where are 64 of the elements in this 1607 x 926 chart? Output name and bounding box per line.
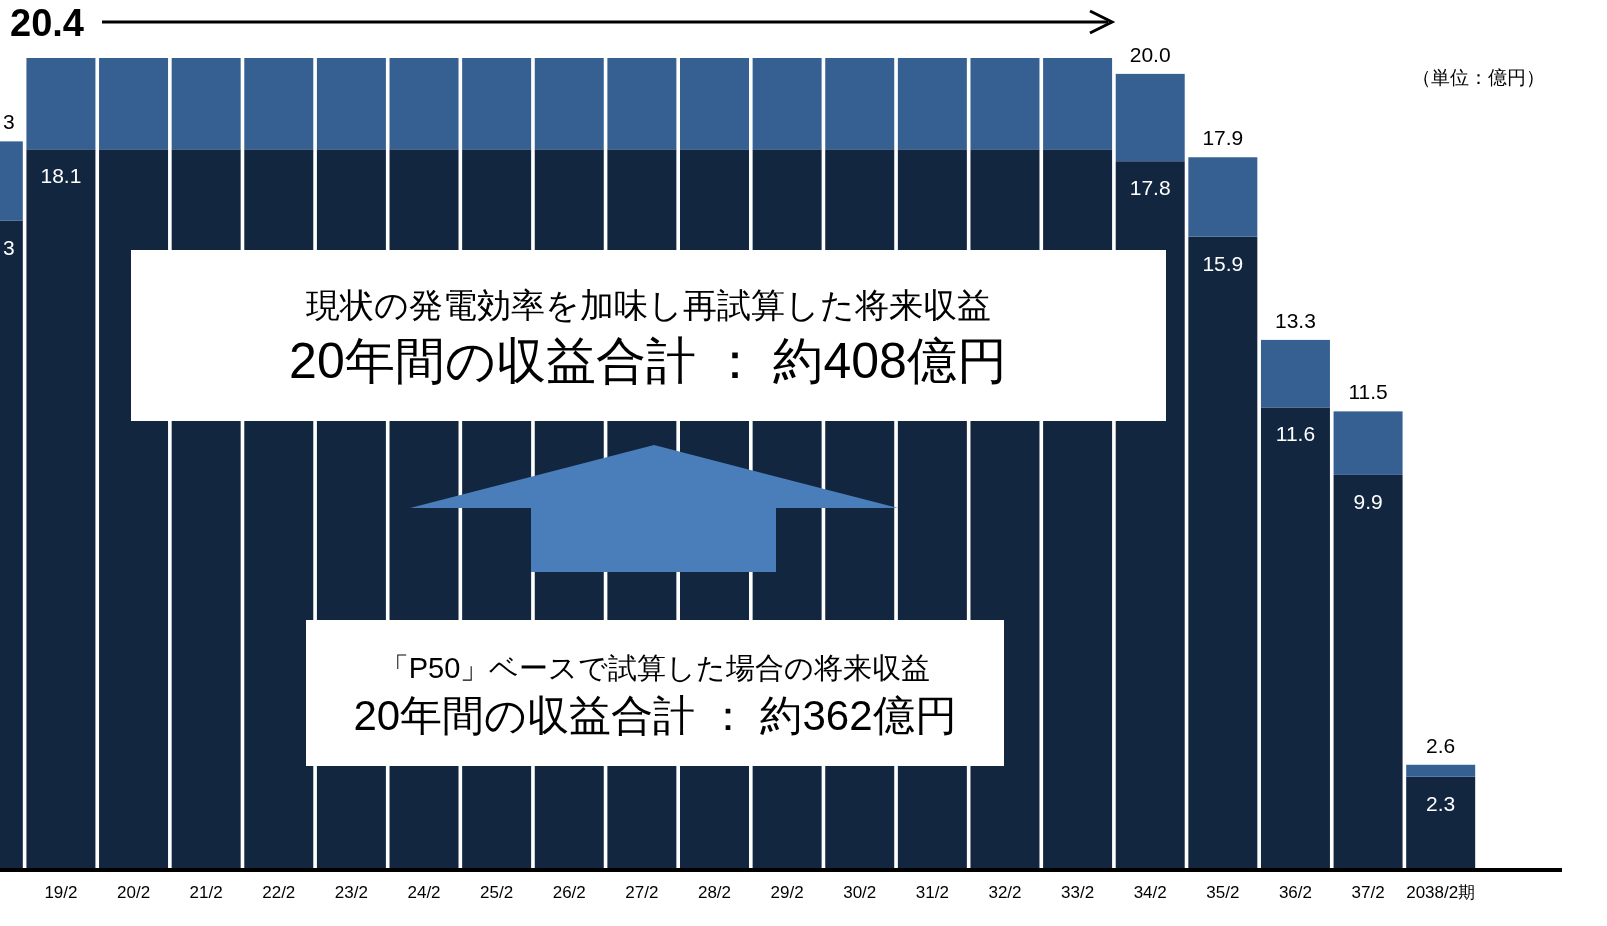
x-tick-label: 25/2 <box>480 883 514 902</box>
x-tick-label: 37/2 <box>1351 883 1385 902</box>
x-tick-label: 32/2 <box>988 883 1022 902</box>
bar <box>1333 474 1403 868</box>
data-label: 15.9 <box>1202 251 1244 275</box>
bar <box>534 58 604 150</box>
annotation: 3 <box>3 235 15 259</box>
bar <box>1260 339 1330 408</box>
x-tick-label: 21/2 <box>189 883 223 902</box>
bar <box>825 58 895 150</box>
annotation: 20年間の収益合計 ： 約408億円 <box>289 333 1007 389</box>
annotation: 20.4 <box>10 2 84 44</box>
x-tick-label: 27/2 <box>625 883 659 902</box>
x-tick-label: 22/2 <box>262 883 296 902</box>
data-label: 17.8 <box>1129 176 1171 200</box>
bar <box>26 58 96 150</box>
x-tick-label: 30/2 <box>843 883 877 902</box>
bar <box>462 58 532 150</box>
bar <box>680 58 749 150</box>
bar <box>1043 58 1113 150</box>
x-tick-label: 33/2 <box>1061 883 1095 902</box>
bar <box>99 58 169 150</box>
bar <box>897 58 967 150</box>
bar <box>607 58 677 150</box>
annotation: 「P50」ベースで試算した場合の将来収益 <box>379 652 931 684</box>
x-tick-label: 29/2 <box>770 883 804 902</box>
data-label: 2.3 <box>1426 791 1456 815</box>
x-tick-label: 28/2 <box>697 883 732 902</box>
annotation: 3 <box>3 110 15 134</box>
bar <box>1406 764 1476 777</box>
bar <box>1188 236 1258 868</box>
annotation: （単位：億円） <box>1412 67 1545 88</box>
total-label: 17.9 <box>1202 126 1244 150</box>
bar <box>244 58 314 150</box>
x-tick-label: 20/2 <box>117 883 151 902</box>
bar <box>970 58 1040 150</box>
total-label: 20.0 <box>1129 42 1171 66</box>
data-label: 11.6 <box>1275 422 1316 446</box>
x-tick-label: 26/2 <box>552 883 586 902</box>
bar <box>389 58 459 150</box>
annotation: 20年間の収益合計 ： 約362億円 <box>353 692 957 739</box>
total-label: 13.3 <box>1275 308 1316 332</box>
bar <box>1188 157 1258 237</box>
data-label: 9.9 <box>1353 489 1383 513</box>
x-tick-label: 2038/2期 <box>1406 883 1476 902</box>
total-label: 11.5 <box>1348 380 1388 404</box>
x-tick-label: 31/2 <box>915 883 949 902</box>
bar <box>316 58 386 150</box>
bar <box>1260 407 1330 868</box>
x-tick-label: 34/2 <box>1133 883 1167 902</box>
x-tick-label: 23/2 <box>334 883 368 902</box>
x-tick-label: 24/2 <box>407 883 441 902</box>
bar <box>1333 411 1403 475</box>
bar <box>171 58 241 150</box>
annotation: 現状の発電効率を加味し再試算した将来収益 <box>305 286 991 324</box>
x-tick-label: 35/2 <box>1206 883 1240 902</box>
x-tick-label: 19/2 <box>44 883 78 902</box>
bar <box>26 149 96 868</box>
bar <box>752 58 822 150</box>
x-tick-label: 36/2 <box>1278 883 1312 902</box>
bar <box>1115 73 1185 162</box>
data-label: 18.1 <box>40 164 82 188</box>
total-label: 2.6 <box>1426 733 1456 757</box>
bar <box>1406 776 1476 868</box>
